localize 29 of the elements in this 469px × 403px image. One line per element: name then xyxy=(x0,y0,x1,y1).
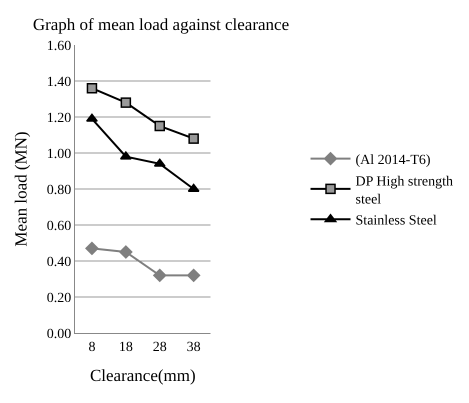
x-tick-label: 8 xyxy=(88,340,96,355)
chart-title: Graph of mean load against clearance xyxy=(32,15,290,34)
point xyxy=(154,120,165,132)
y-axis-title: Mean load (MN) xyxy=(11,131,30,247)
point xyxy=(85,242,99,255)
y-tick-label: 0.00 xyxy=(46,326,72,342)
y-tick-label: 0.80 xyxy=(46,182,72,198)
y-tick-label: 1.20 xyxy=(46,110,72,126)
y-tick-label: 1.60 xyxy=(46,38,72,54)
point xyxy=(119,245,132,259)
legend-label: Stainless Steel xyxy=(356,214,437,229)
point xyxy=(187,268,200,282)
point xyxy=(153,268,166,282)
x-tick-label: 18 xyxy=(118,340,133,355)
y-tick-label: 1.40 xyxy=(46,74,72,90)
legend-label: DP High strength steel xyxy=(356,174,454,208)
point xyxy=(188,133,199,144)
point xyxy=(120,97,132,108)
y-tick-label: 0.40 xyxy=(46,254,72,270)
x-axis-title: Clearance(mm) xyxy=(90,366,196,386)
y-tick-label: 1.00 xyxy=(46,146,72,162)
y-tick-label: 0.60 xyxy=(46,218,72,234)
point xyxy=(86,82,98,94)
point xyxy=(86,114,98,122)
x-tick-label: 38 xyxy=(186,340,201,355)
legend-label: (Al 2014-T6) xyxy=(356,153,431,168)
x-tick-label: 28 xyxy=(152,340,167,355)
point xyxy=(120,151,132,160)
y-tick-label: 0.20 xyxy=(46,290,72,306)
